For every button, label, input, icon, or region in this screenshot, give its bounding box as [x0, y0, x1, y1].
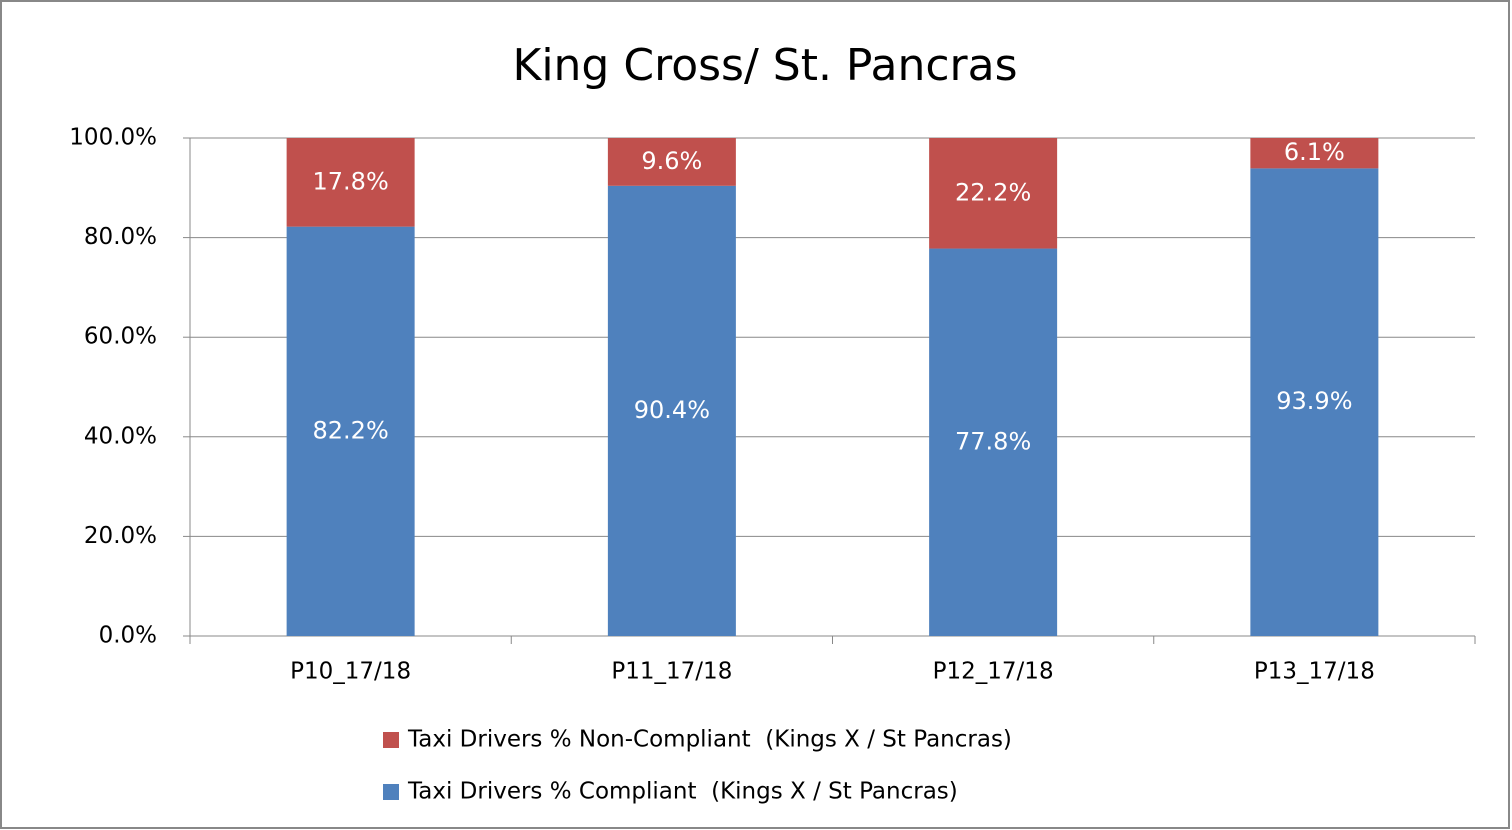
- bar-segment: [929, 248, 1058, 636]
- y-tick-label: 0.0%: [99, 623, 157, 649]
- bar-segment: [286, 226, 415, 637]
- bar-segment: [607, 185, 736, 637]
- data-label: 90.4%: [634, 396, 710, 424]
- legend-label: Taxi Drivers % Non-Compliant (Kings X / …: [407, 727, 1012, 753]
- bar-segment: [1250, 138, 1379, 169]
- legend-label: Taxi Drivers % Compliant (Kings X / St P…: [407, 779, 958, 805]
- legend-swatch: [383, 784, 399, 800]
- bar-segment: [1250, 168, 1379, 637]
- data-label: 77.8%: [955, 427, 1031, 455]
- y-tick-label: 40.0%: [84, 423, 157, 449]
- x-tick-label: P13_17/18: [1254, 659, 1375, 685]
- data-label: 22.2%: [955, 178, 1031, 206]
- data-label: 82.2%: [313, 416, 389, 444]
- data-label: 6.1%: [1284, 138, 1345, 166]
- x-tick-label: P10_17/18: [290, 659, 411, 685]
- bar-segment: [929, 138, 1058, 249]
- bar-segment: [286, 138, 415, 227]
- data-label: 17.8%: [313, 167, 389, 195]
- y-tick-label: 60.0%: [84, 324, 157, 350]
- y-tick-label: 80.0%: [84, 224, 157, 250]
- legend-swatch: [383, 732, 399, 748]
- data-label: 9.6%: [641, 147, 702, 175]
- y-tick-label: 20.0%: [84, 523, 157, 549]
- bar-segment: [607, 138, 736, 186]
- y-tick-label: 100.0%: [69, 125, 157, 151]
- data-label: 93.9%: [1276, 387, 1352, 415]
- chart-title: King Cross/ St. Pancras: [512, 40, 1017, 91]
- x-tick-label: P11_17/18: [611, 659, 732, 685]
- x-tick-label: P12_17/18: [933, 659, 1054, 685]
